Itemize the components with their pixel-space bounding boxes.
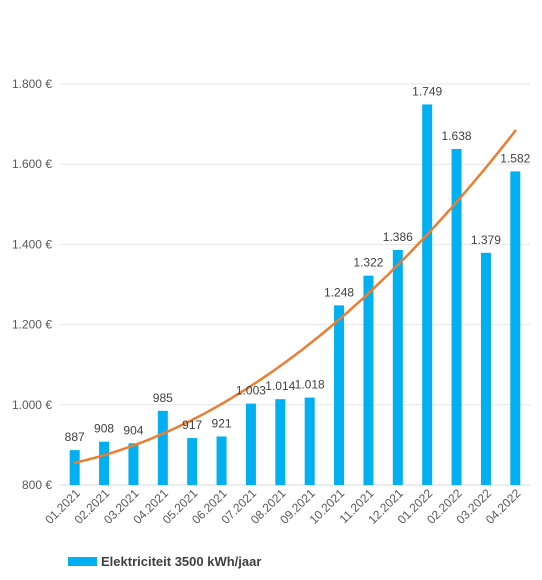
y-tick-label: 800 €	[22, 478, 52, 492]
bar	[510, 171, 521, 485]
data-label: 1.018	[295, 378, 325, 392]
data-label: 1.379	[471, 233, 501, 247]
y-tick-label: 1.000 €	[12, 398, 52, 412]
data-label: 1.582	[500, 151, 530, 165]
data-label: 1.749	[412, 84, 442, 98]
bar	[275, 399, 286, 485]
data-label: 1.386	[383, 230, 413, 244]
y-axis-ticks: 800 € 1.000 € 1.200 € 1.400 € 1.600 € 1.800 €	[12, 77, 52, 492]
data-label: 1.003	[236, 384, 266, 398]
bar	[157, 410, 168, 485]
data-label: 1.322	[353, 256, 383, 270]
data-label: 887	[65, 430, 85, 444]
data-label: 1.014	[265, 379, 295, 393]
bar	[304, 397, 315, 485]
data-labels: 887 908 904 985 917 921 1.003 1.014 1.018 1.248 1.…	[65, 84, 531, 444]
bar	[363, 275, 374, 485]
legend: Elektriciteit 3500 kWh/jaar	[68, 554, 261, 569]
bar-series	[69, 104, 521, 486]
data-label: 1.248	[324, 285, 354, 299]
bar	[128, 443, 139, 485]
legend-label: Elektriciteit 3500 kWh/jaar	[101, 554, 262, 569]
data-label: 917	[182, 418, 202, 432]
bar	[69, 450, 80, 485]
y-tick-label: 1.600 €	[12, 157, 52, 171]
bar	[451, 148, 462, 485]
legend-swatch	[68, 557, 97, 566]
bar	[216, 436, 227, 485]
trendline-path	[73, 129, 517, 465]
bar	[187, 438, 198, 485]
bar	[422, 104, 433, 486]
bar	[392, 250, 403, 485]
data-label: 921	[212, 416, 232, 430]
x-axis-ticks: 01.202102.202103.202104.202105.202106.20…	[42, 486, 523, 527]
data-label: 985	[153, 391, 173, 405]
bar	[480, 252, 491, 485]
data-label: 1.638	[442, 129, 472, 143]
bar	[99, 441, 110, 485]
bar	[245, 403, 256, 485]
bar	[334, 305, 345, 485]
y-tick-label: 1.200 €	[12, 318, 52, 332]
trendline	[73, 129, 517, 465]
data-label: 904	[123, 423, 143, 437]
y-tick-label: 1.800 €	[12, 77, 52, 91]
data-label: 908	[94, 422, 114, 436]
y-tick-label: 1.400 €	[12, 237, 52, 251]
